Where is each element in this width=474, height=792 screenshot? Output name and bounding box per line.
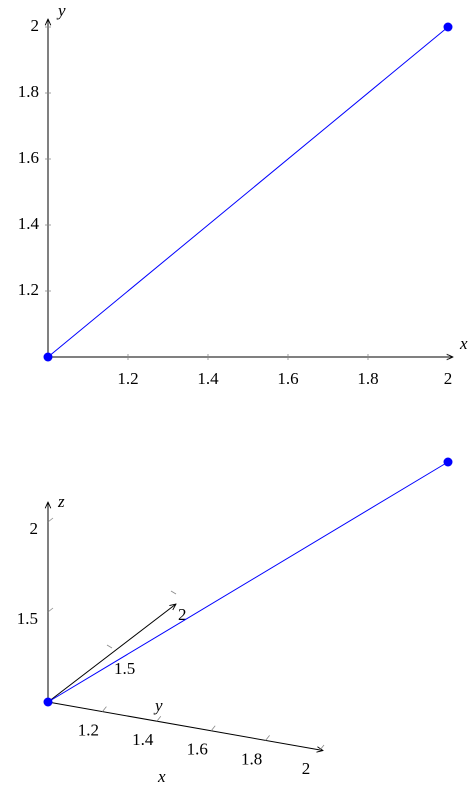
x-axis-label: x — [459, 334, 468, 353]
y-tick-label: 2 — [178, 605, 187, 624]
x-axis — [47, 701, 323, 751]
y-tick-label: 1.4 — [18, 214, 40, 233]
y-axis — [47, 604, 176, 703]
y-tick-label: 1.8 — [18, 82, 39, 101]
x-axis-label: x — [157, 767, 166, 786]
z-tick-label: 2 — [30, 519, 39, 538]
data-line — [47, 26, 449, 358]
x-tick-label: 2 — [444, 369, 453, 388]
z-tick — [47, 517, 54, 523]
data-point — [43, 352, 53, 362]
data-line — [47, 461, 449, 703]
x-tick-label: 1.8 — [241, 749, 262, 768]
z-tick — [47, 607, 54, 613]
y-axis-label: y — [153, 696, 163, 715]
data-point — [443, 22, 453, 32]
y-tick-label: 1.2 — [18, 280, 39, 299]
x-tick — [156, 715, 162, 722]
data-point — [43, 697, 53, 707]
x-tick — [210, 725, 216, 732]
data-point — [443, 457, 453, 467]
x-tick-label: 1.6 — [277, 369, 298, 388]
x-tick-label: 2 — [302, 759, 311, 778]
y-tick-label: 1.5 — [114, 659, 135, 678]
x-tick — [102, 706, 107, 712]
x-tick — [319, 744, 325, 751]
x-tick-label: 1.6 — [187, 740, 208, 759]
y-axis-label: y — [56, 1, 66, 20]
x-tick-label: 1.4 — [132, 730, 154, 749]
y-tick — [106, 644, 113, 649]
y-tick-label: 1.6 — [18, 148, 39, 167]
x-tick-label: 1.8 — [357, 369, 378, 388]
y-tick — [170, 590, 177, 595]
z-axis-label: z — [57, 492, 65, 511]
z-tick-label: 1.5 — [17, 609, 38, 628]
x-tick-label: 1.2 — [117, 369, 138, 388]
y-tick-label: 2 — [31, 16, 40, 35]
x-tick-label: 1.4 — [197, 369, 219, 388]
x-tick — [265, 735, 270, 741]
x-tick-label: 1.2 — [78, 721, 99, 740]
